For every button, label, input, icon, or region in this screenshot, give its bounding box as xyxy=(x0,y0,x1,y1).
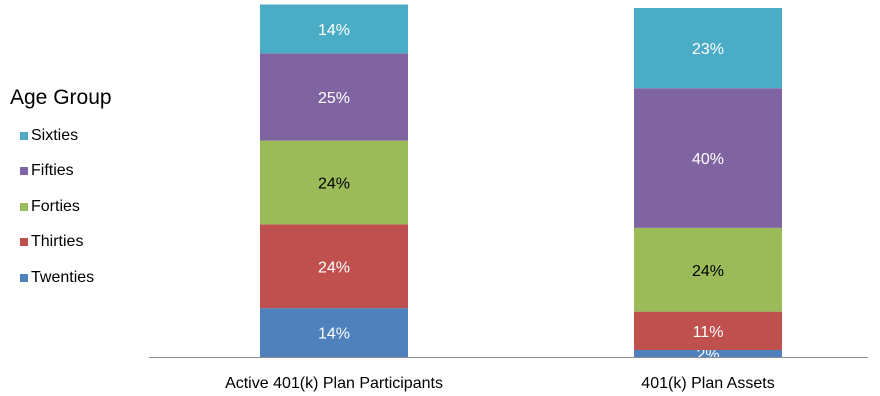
legend-item-twenties: Twenties xyxy=(20,260,94,296)
legend-swatch-forties xyxy=(20,202,28,211)
legend-label-forties: Forties xyxy=(31,197,80,215)
x-tick-label-0: Active 401(k) Plan Participants xyxy=(225,375,443,392)
bar-segment-twenties-1 xyxy=(634,350,782,357)
legend-swatch-thirties xyxy=(20,238,28,247)
legend-title: Age Group xyxy=(10,86,112,109)
data-label-fifties-0: 25% xyxy=(318,90,350,107)
bar-segment-sixties-1 xyxy=(634,8,782,89)
data-label-thirties-1: 11% xyxy=(693,324,724,341)
legend-item-sixties: Sixties xyxy=(20,118,94,154)
legend-item-fifties: Fifties xyxy=(20,154,94,190)
bar-segment-forties-1 xyxy=(634,227,782,312)
legend-label-fifties: Fifties xyxy=(31,162,74,180)
legend-swatch-sixties xyxy=(20,131,28,140)
data-label-twenties-0: 14% xyxy=(318,326,350,343)
legend-item-forties: Forties xyxy=(20,189,94,225)
data-label-forties-1: 24% xyxy=(692,263,724,280)
bar-segment-twenties-0 xyxy=(260,308,408,357)
bar-segment-thirties-0 xyxy=(260,224,408,309)
legend-swatch-twenties xyxy=(20,273,28,282)
legend-item-thirties: Thirties xyxy=(20,225,94,261)
data-label-forties-0: 24% xyxy=(318,176,350,193)
x-tick-label-1: 401(k) Plan Assets xyxy=(641,375,774,392)
x-tick-labels: Active 401(k) Plan Participants 401(k) Pl… xyxy=(225,375,775,392)
data-label-sixties-1: 23% xyxy=(692,41,724,58)
data-label-thirties-0: 24% xyxy=(318,259,350,276)
legend-label-thirties: Thirties xyxy=(31,233,84,251)
bar-segment-thirties-1 xyxy=(634,311,782,351)
legend-label-twenties: Twenties xyxy=(31,268,95,286)
data-label-fifties-1: 40% xyxy=(692,151,724,168)
bar-segment-fifties-1 xyxy=(634,88,782,228)
legend-label-sixties: Sixties xyxy=(31,126,79,144)
bars-group: 14% 24% 24% 25% 14% 2% 11% 24% 40% 23% xyxy=(260,4,782,364)
legend: Sixties Fifties Forties Thirties Twenties xyxy=(20,118,94,296)
bar-segment-forties-0 xyxy=(260,140,408,225)
legend-swatch-fifties xyxy=(20,167,28,176)
bar-segment-sixties-0 xyxy=(260,4,408,54)
data-label-twenties-1: 2% xyxy=(696,347,719,364)
data-label-sixties-0: 14% xyxy=(318,22,350,39)
bar-segment-fifties-0 xyxy=(260,53,408,141)
